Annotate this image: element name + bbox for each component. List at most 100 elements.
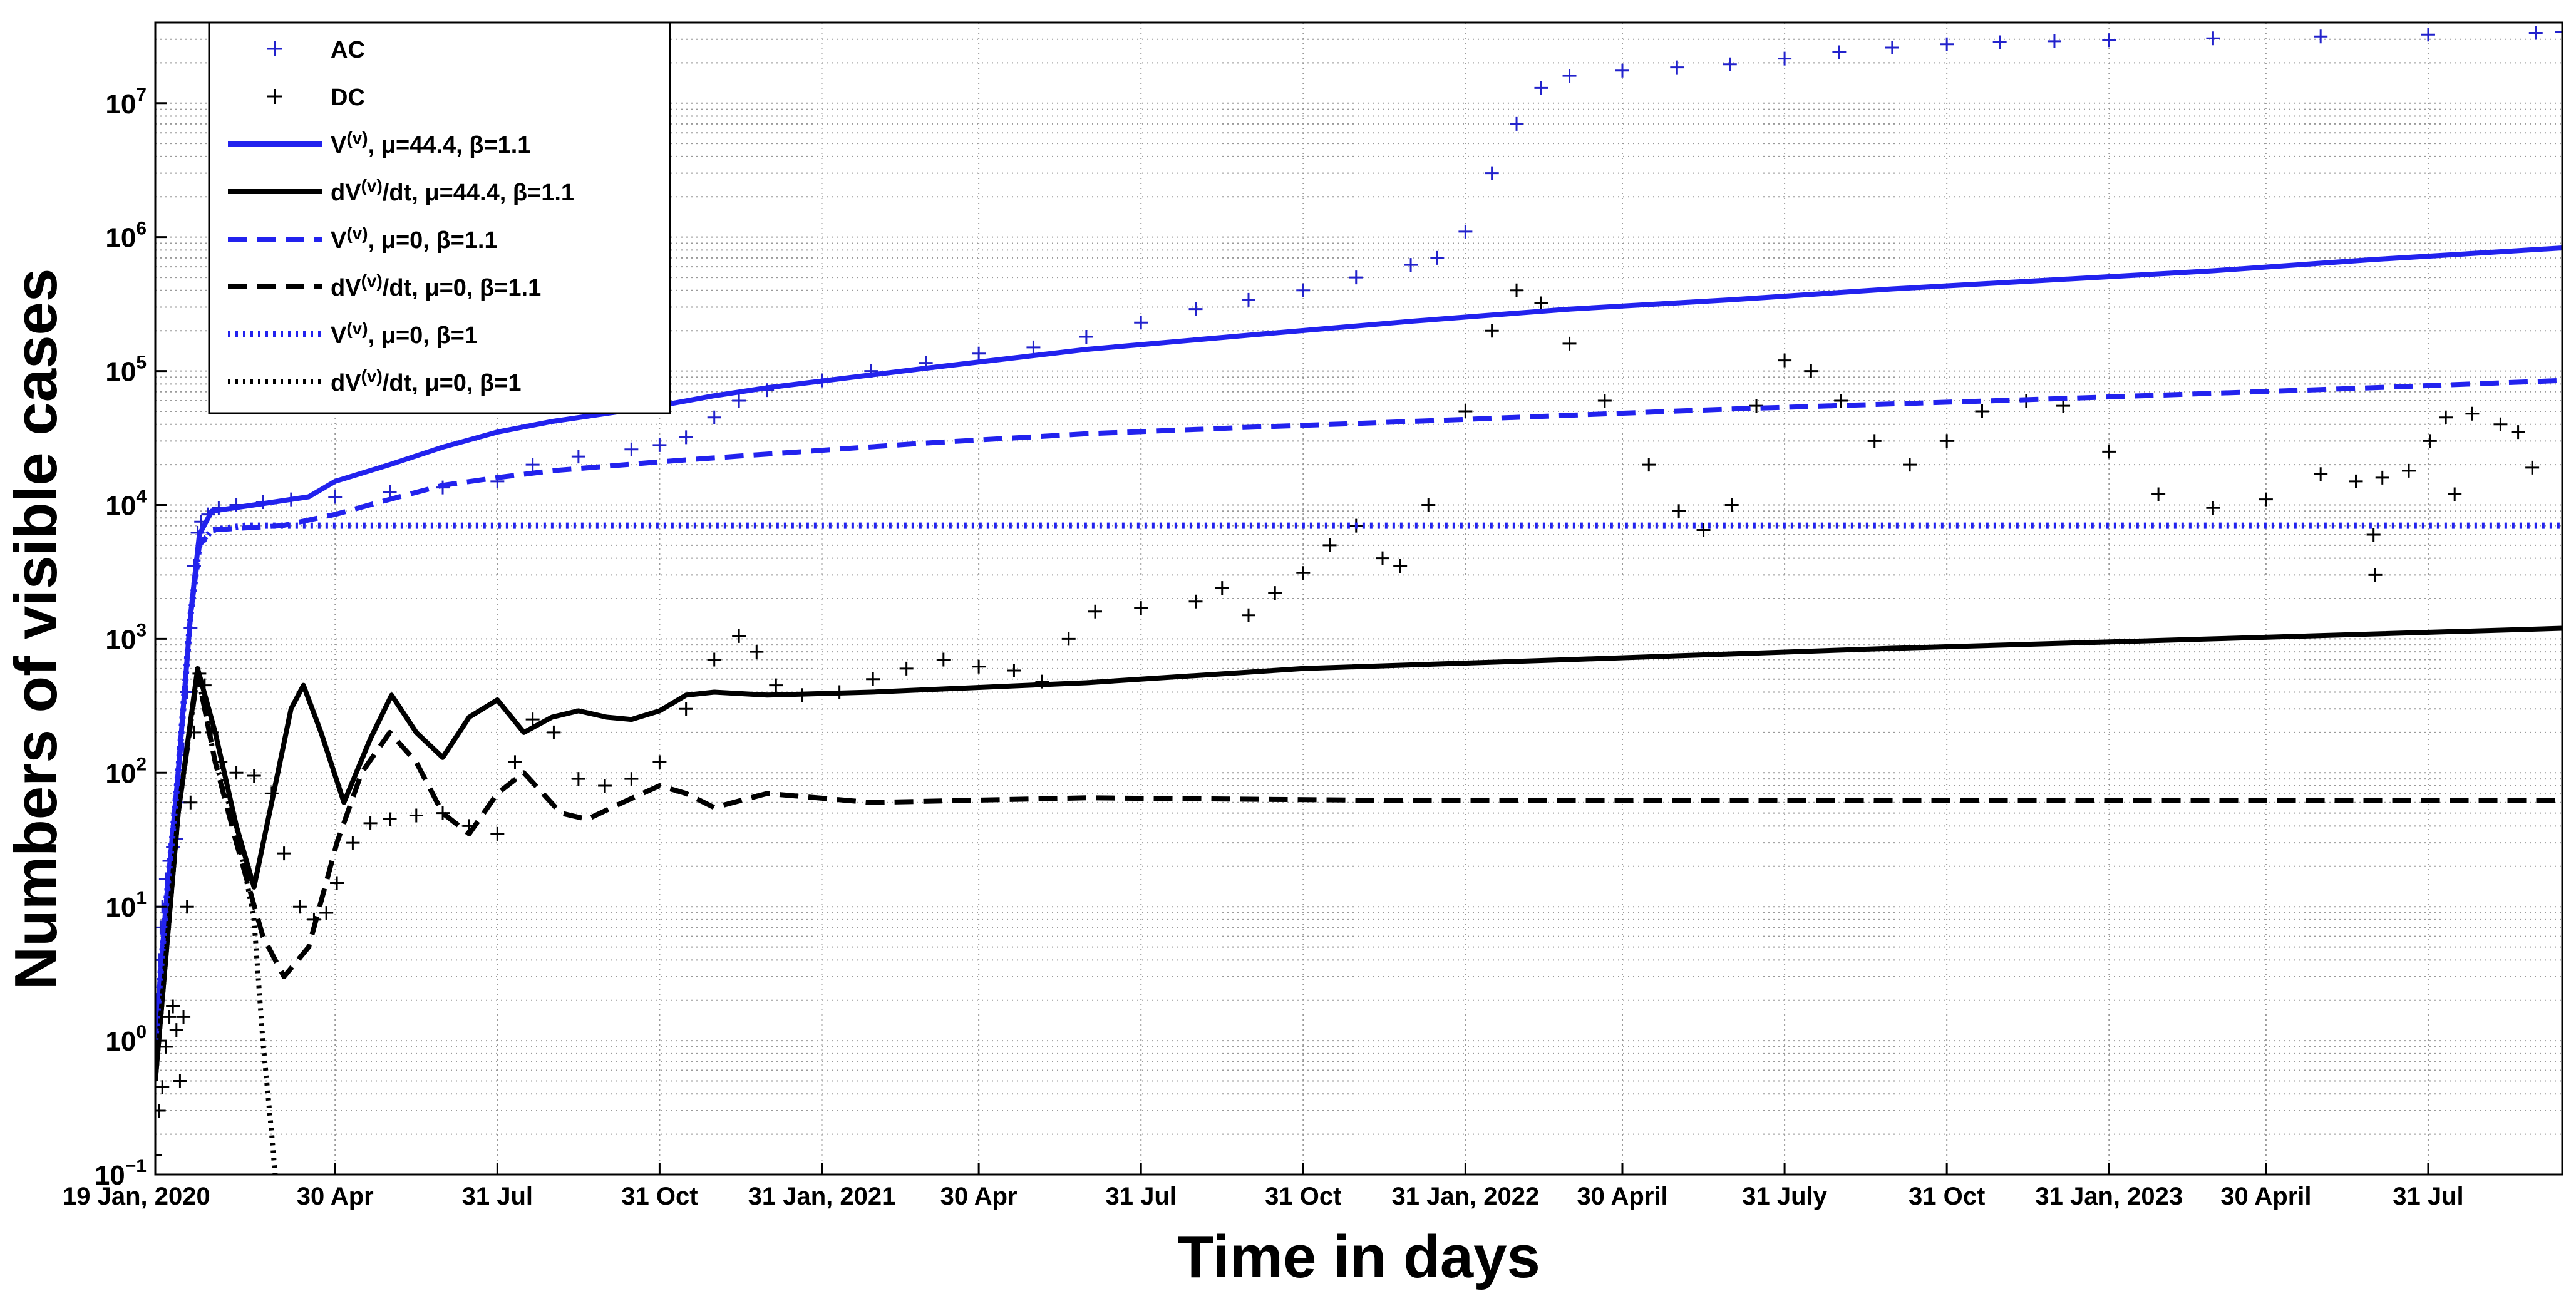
data-point [1723, 57, 1737, 71]
data-point [1376, 551, 1390, 565]
data-point [571, 450, 585, 464]
data-point [1534, 296, 1548, 311]
data-point [277, 846, 291, 861]
x-tick-label: 31 Jan, 2023 [2035, 1183, 2183, 1210]
data-point [652, 438, 667, 452]
data-point [508, 755, 522, 769]
data-point [169, 1023, 183, 1037]
data-point [707, 410, 721, 424]
data-point [1188, 302, 1203, 316]
legend-swatch [267, 89, 282, 104]
data-point [1672, 504, 1686, 518]
data-point [1834, 394, 1848, 408]
data-point [1696, 523, 1711, 537]
x-tick-label: 31 Oct [1265, 1183, 1341, 1210]
data-point [2259, 492, 2273, 507]
data-point [2448, 487, 2462, 501]
series-line-5 [155, 671, 2562, 1081]
data-point [1007, 663, 1021, 677]
data-point [162, 1010, 177, 1024]
y-tick-label: 104 [105, 486, 147, 521]
data-point [2206, 501, 2220, 515]
data-point [330, 876, 344, 890]
x-axis-label: Time in days [1177, 1223, 1540, 1290]
x-tick-label: 31 Jul [462, 1183, 533, 1210]
legend-entry: AC [331, 37, 365, 63]
data-point [1615, 63, 1630, 78]
data-point [1903, 458, 1917, 472]
data-point [1832, 45, 1847, 59]
data-point [1268, 586, 1282, 600]
data-point [972, 659, 986, 674]
data-point [1061, 632, 1076, 646]
series-line-4 [155, 378, 2562, 1041]
data-point [1562, 69, 1577, 83]
x-tick-labels: 19 Jan, 2020 30 Apr 31 Jul 31 Oct 31 Jan, 20… [63, 1163, 2464, 1210]
data-point [1088, 604, 1102, 619]
data-point [2314, 467, 2328, 481]
data-point [1804, 364, 1818, 378]
data-point [1510, 116, 1524, 131]
data-point [2314, 29, 2328, 44]
data-point [1026, 340, 1041, 354]
data-point [679, 702, 693, 716]
y-tick-label: 106 [105, 219, 147, 254]
data-point [1430, 250, 1445, 265]
data-point [2102, 445, 2116, 459]
data-point [1778, 51, 1792, 66]
data-point [525, 712, 540, 727]
data-point [490, 826, 505, 841]
data-point [155, 1148, 162, 1162]
data-point [1241, 292, 1255, 307]
data-point [155, 1080, 170, 1094]
legend-entry: V(v), μ=0, β=1.1 [331, 224, 498, 254]
data-point [1992, 35, 2007, 49]
data-point [1975, 404, 1989, 418]
data-point [1534, 81, 1548, 95]
data-point [2555, 25, 2562, 39]
x-tick-label: 31 Jan, 2022 [1392, 1183, 1540, 1210]
data-point [2047, 34, 2061, 48]
legend-swatch [267, 41, 282, 56]
data-point [1393, 559, 1408, 573]
data-point [173, 1074, 187, 1088]
data-point [2375, 470, 2389, 485]
data-point [1670, 60, 1684, 75]
data-point [1404, 258, 1418, 272]
data-point [2206, 31, 2220, 46]
data-point [732, 629, 746, 643]
data-point [2465, 406, 2480, 421]
data-point [652, 755, 667, 769]
y-tick-label: 105 [105, 352, 147, 388]
data-point [2525, 460, 2540, 475]
series-line-3 [155, 625, 2562, 1081]
data-point [2102, 33, 2116, 48]
x-tick-label: 31 July [1742, 1183, 1827, 1210]
y-tick-label: 101 [105, 888, 147, 923]
data-point [383, 485, 397, 499]
y-tick-label: 102 [105, 754, 147, 789]
y-tick-label: 103 [105, 620, 147, 655]
x-tick-label: 30 April [2220, 1183, 2311, 1210]
x-tick-label: 31 Oct [1909, 1183, 1985, 1210]
data-point [525, 458, 540, 472]
data-point [363, 816, 378, 830]
data-point [547, 725, 561, 739]
data-point [679, 430, 693, 445]
data-point [2528, 26, 2543, 40]
data-point [972, 346, 986, 361]
data-point [707, 652, 721, 667]
data-point [1296, 283, 1311, 297]
legend-entry: V(v), μ=0, β=1 [331, 319, 478, 349]
data-point [1322, 538, 1337, 552]
data-point [1241, 608, 1255, 622]
data-point [598, 779, 612, 793]
data-point [1778, 353, 1792, 368]
data-point [1940, 37, 1954, 51]
data-point [1724, 498, 1739, 512]
data-point [1349, 270, 1363, 285]
data-point [155, 1103, 166, 1118]
data-point [2056, 399, 2071, 413]
legend-entry: dV(v)/dt, μ=44.4, β=1.1 [331, 176, 574, 206]
